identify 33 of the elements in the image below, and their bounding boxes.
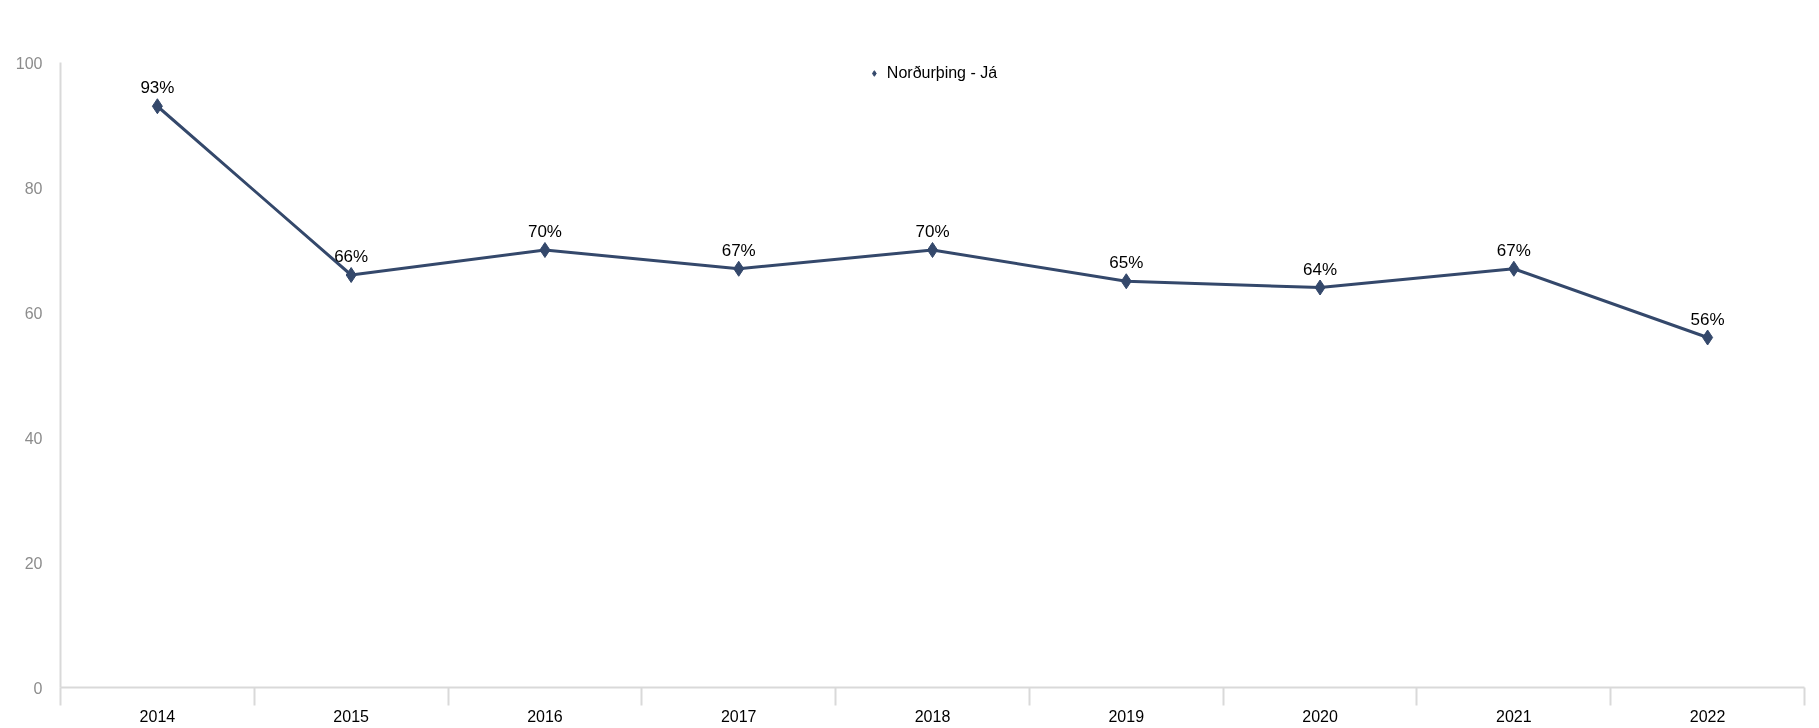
data-label: 66% xyxy=(334,247,369,266)
x-tick-label: 2019 xyxy=(1108,707,1145,725)
data-label: 67% xyxy=(721,240,756,260)
y-tick-label: 20 xyxy=(24,554,43,572)
data-label: 67% xyxy=(1496,240,1531,260)
point xyxy=(1120,273,1132,290)
y-tick-label: 60 xyxy=(24,304,43,322)
data-label: 70% xyxy=(527,222,562,241)
y-tick-label: 80 xyxy=(24,179,43,197)
x-tick-label: 2020 xyxy=(1302,707,1338,725)
x-tick-label: 2022 xyxy=(1689,707,1726,725)
point xyxy=(151,98,163,115)
data-label: 70% xyxy=(915,222,950,241)
point xyxy=(539,242,551,258)
data-label: 64% xyxy=(1303,259,1338,279)
point xyxy=(1702,329,1714,346)
data-label: 93% xyxy=(140,78,175,98)
data-label: 56% xyxy=(1690,309,1725,329)
y-tick-label: 0 xyxy=(33,679,43,697)
x-tick-label: 2014 xyxy=(139,707,176,725)
y-tick-label: 40 xyxy=(24,429,43,447)
point xyxy=(733,260,745,277)
x-tick-label: 2015 xyxy=(333,707,370,725)
x-tick-label: 2017 xyxy=(720,707,757,725)
legend-label: Norðurþing - Já xyxy=(886,64,998,82)
y-tick-label: 100 xyxy=(15,54,43,72)
point xyxy=(345,267,357,283)
point xyxy=(1314,279,1326,296)
x-tick-label: 2016 xyxy=(527,707,563,725)
x-tick-label: 2018 xyxy=(914,707,951,725)
data-label: 65% xyxy=(1109,253,1144,273)
point xyxy=(1508,260,1520,277)
x-tick-label: 2021 xyxy=(1496,707,1532,725)
